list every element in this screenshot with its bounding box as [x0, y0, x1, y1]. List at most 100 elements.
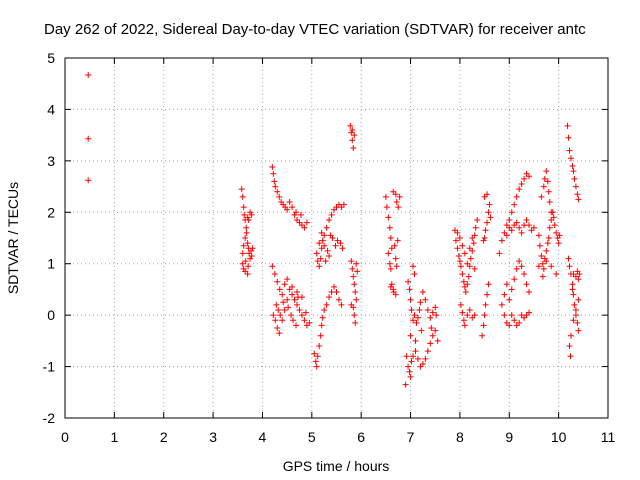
- data-point-plus: [279, 291, 286, 298]
- data-point-plus: [508, 209, 515, 216]
- y-tick-label: 4: [47, 101, 55, 117]
- data-point-plus: [274, 325, 281, 331]
- data-point-plus: [465, 273, 472, 280]
- data-point-plus: [455, 253, 462, 259]
- data-point-plus: [432, 304, 439, 311]
- data-point-plus: [459, 309, 466, 316]
- data-point-plus: [417, 299, 424, 306]
- data-point-plus: [350, 145, 357, 151]
- data-point-plus: [548, 263, 555, 270]
- data-point-plus: [513, 219, 520, 226]
- data-point-plus: [472, 224, 479, 231]
- x-tick-label: 3: [209, 429, 217, 445]
- data-point-plus: [269, 164, 276, 171]
- data-point-plus: [311, 350, 318, 357]
- data-point-plus: [269, 263, 276, 270]
- data-point-plus: [274, 188, 281, 195]
- data-point-plus: [319, 314, 326, 321]
- data-point-plus: [276, 193, 283, 200]
- data-point-plus: [293, 322, 300, 329]
- data-point-plus: [479, 332, 486, 339]
- chart-title: Day 262 of 2022, Sidereal Day-to-day VTE…: [44, 21, 586, 38]
- data-point-plus: [434, 337, 441, 344]
- data-point-plus: [391, 242, 398, 249]
- data-point-plus: [354, 268, 361, 275]
- data-point-plus: [349, 137, 356, 144]
- data-point-plus: [424, 348, 431, 355]
- data-point-plus: [353, 296, 360, 303]
- data-point-plus: [335, 296, 342, 303]
- data-point-plus: [427, 314, 434, 321]
- data-point-plus: [521, 175, 528, 182]
- data-point-plus: [351, 132, 358, 139]
- data-point-plus: [508, 286, 515, 293]
- data-point-plus: [480, 322, 487, 329]
- data-point-plus: [303, 219, 310, 226]
- data-point-plus: [240, 242, 247, 249]
- data-point-plus: [569, 286, 576, 293]
- data-point-plus: [416, 307, 423, 313]
- data-point-plus: [569, 281, 576, 288]
- data-point-plus: [280, 299, 287, 306]
- data-point-plus: [244, 214, 251, 221]
- data-point-plus: [326, 253, 333, 259]
- y-tick-label: 1: [47, 256, 55, 272]
- data-point-plus: [244, 240, 251, 247]
- data-point-plus: [281, 307, 288, 313]
- data-point-plus: [321, 242, 328, 249]
- data-point-plus: [317, 332, 324, 339]
- x-tick-label: 10: [551, 429, 567, 445]
- data-point-plus: [245, 217, 252, 223]
- data-point-plus: [464, 281, 471, 288]
- data-point-plus: [541, 255, 548, 262]
- data-point-plus: [323, 301, 330, 308]
- data-point-plus: [460, 317, 467, 324]
- data-point-plus: [396, 193, 403, 200]
- data-point-plus: [350, 273, 357, 280]
- data-point-plus: [576, 271, 583, 277]
- data-point-plus: [501, 291, 508, 298]
- data-point-plus: [539, 273, 546, 280]
- x-tick-label: 0: [61, 429, 69, 445]
- data-point-plus: [462, 289, 469, 295]
- data-point-plus: [461, 250, 468, 257]
- data-point-plus: [414, 314, 421, 321]
- data-point-plus: [536, 242, 543, 249]
- x-tick-label: 8: [456, 429, 464, 445]
- data-point-plus: [410, 353, 417, 360]
- data-point-plus: [508, 227, 515, 234]
- data-point-plus: [456, 235, 463, 241]
- data-point-plus: [484, 191, 491, 198]
- data-point-plus: [337, 240, 344, 247]
- data-point-plus: [388, 281, 395, 288]
- data-point-plus: [284, 276, 291, 283]
- y-axis-label: SDTVAR / TECUs: [5, 182, 21, 294]
- data-point-plus: [248, 211, 255, 218]
- data-point-plus: [323, 224, 330, 231]
- data-point-plus: [413, 319, 420, 326]
- data-point-plus: [240, 265, 247, 272]
- data-point-plus: [402, 381, 409, 388]
- data-point-plus: [506, 296, 513, 303]
- data-point-plus: [313, 363, 320, 370]
- data-point-plus: [318, 229, 325, 236]
- data-point-plus: [553, 271, 560, 277]
- data-point-plus: [85, 177, 92, 184]
- data-point-plus: [238, 186, 245, 193]
- data-point-plus: [289, 291, 296, 298]
- data-point-plus: [518, 229, 525, 236]
- data-point-plus: [240, 204, 247, 211]
- data-point-plus: [464, 260, 471, 267]
- data-point-plus: [471, 265, 478, 272]
- data-point-plus: [387, 283, 394, 290]
- data-point-plus: [498, 237, 505, 244]
- data-point-plus: [408, 307, 415, 313]
- data-point-plus: [464, 312, 471, 319]
- data-point-plus: [248, 253, 255, 259]
- x-tick-label: 4: [259, 429, 267, 445]
- data-point-plus: [85, 135, 92, 142]
- data-point-plus: [496, 250, 503, 257]
- data-point-plus: [326, 294, 333, 301]
- data-point-plus: [470, 240, 477, 247]
- data-point-plus: [392, 191, 399, 198]
